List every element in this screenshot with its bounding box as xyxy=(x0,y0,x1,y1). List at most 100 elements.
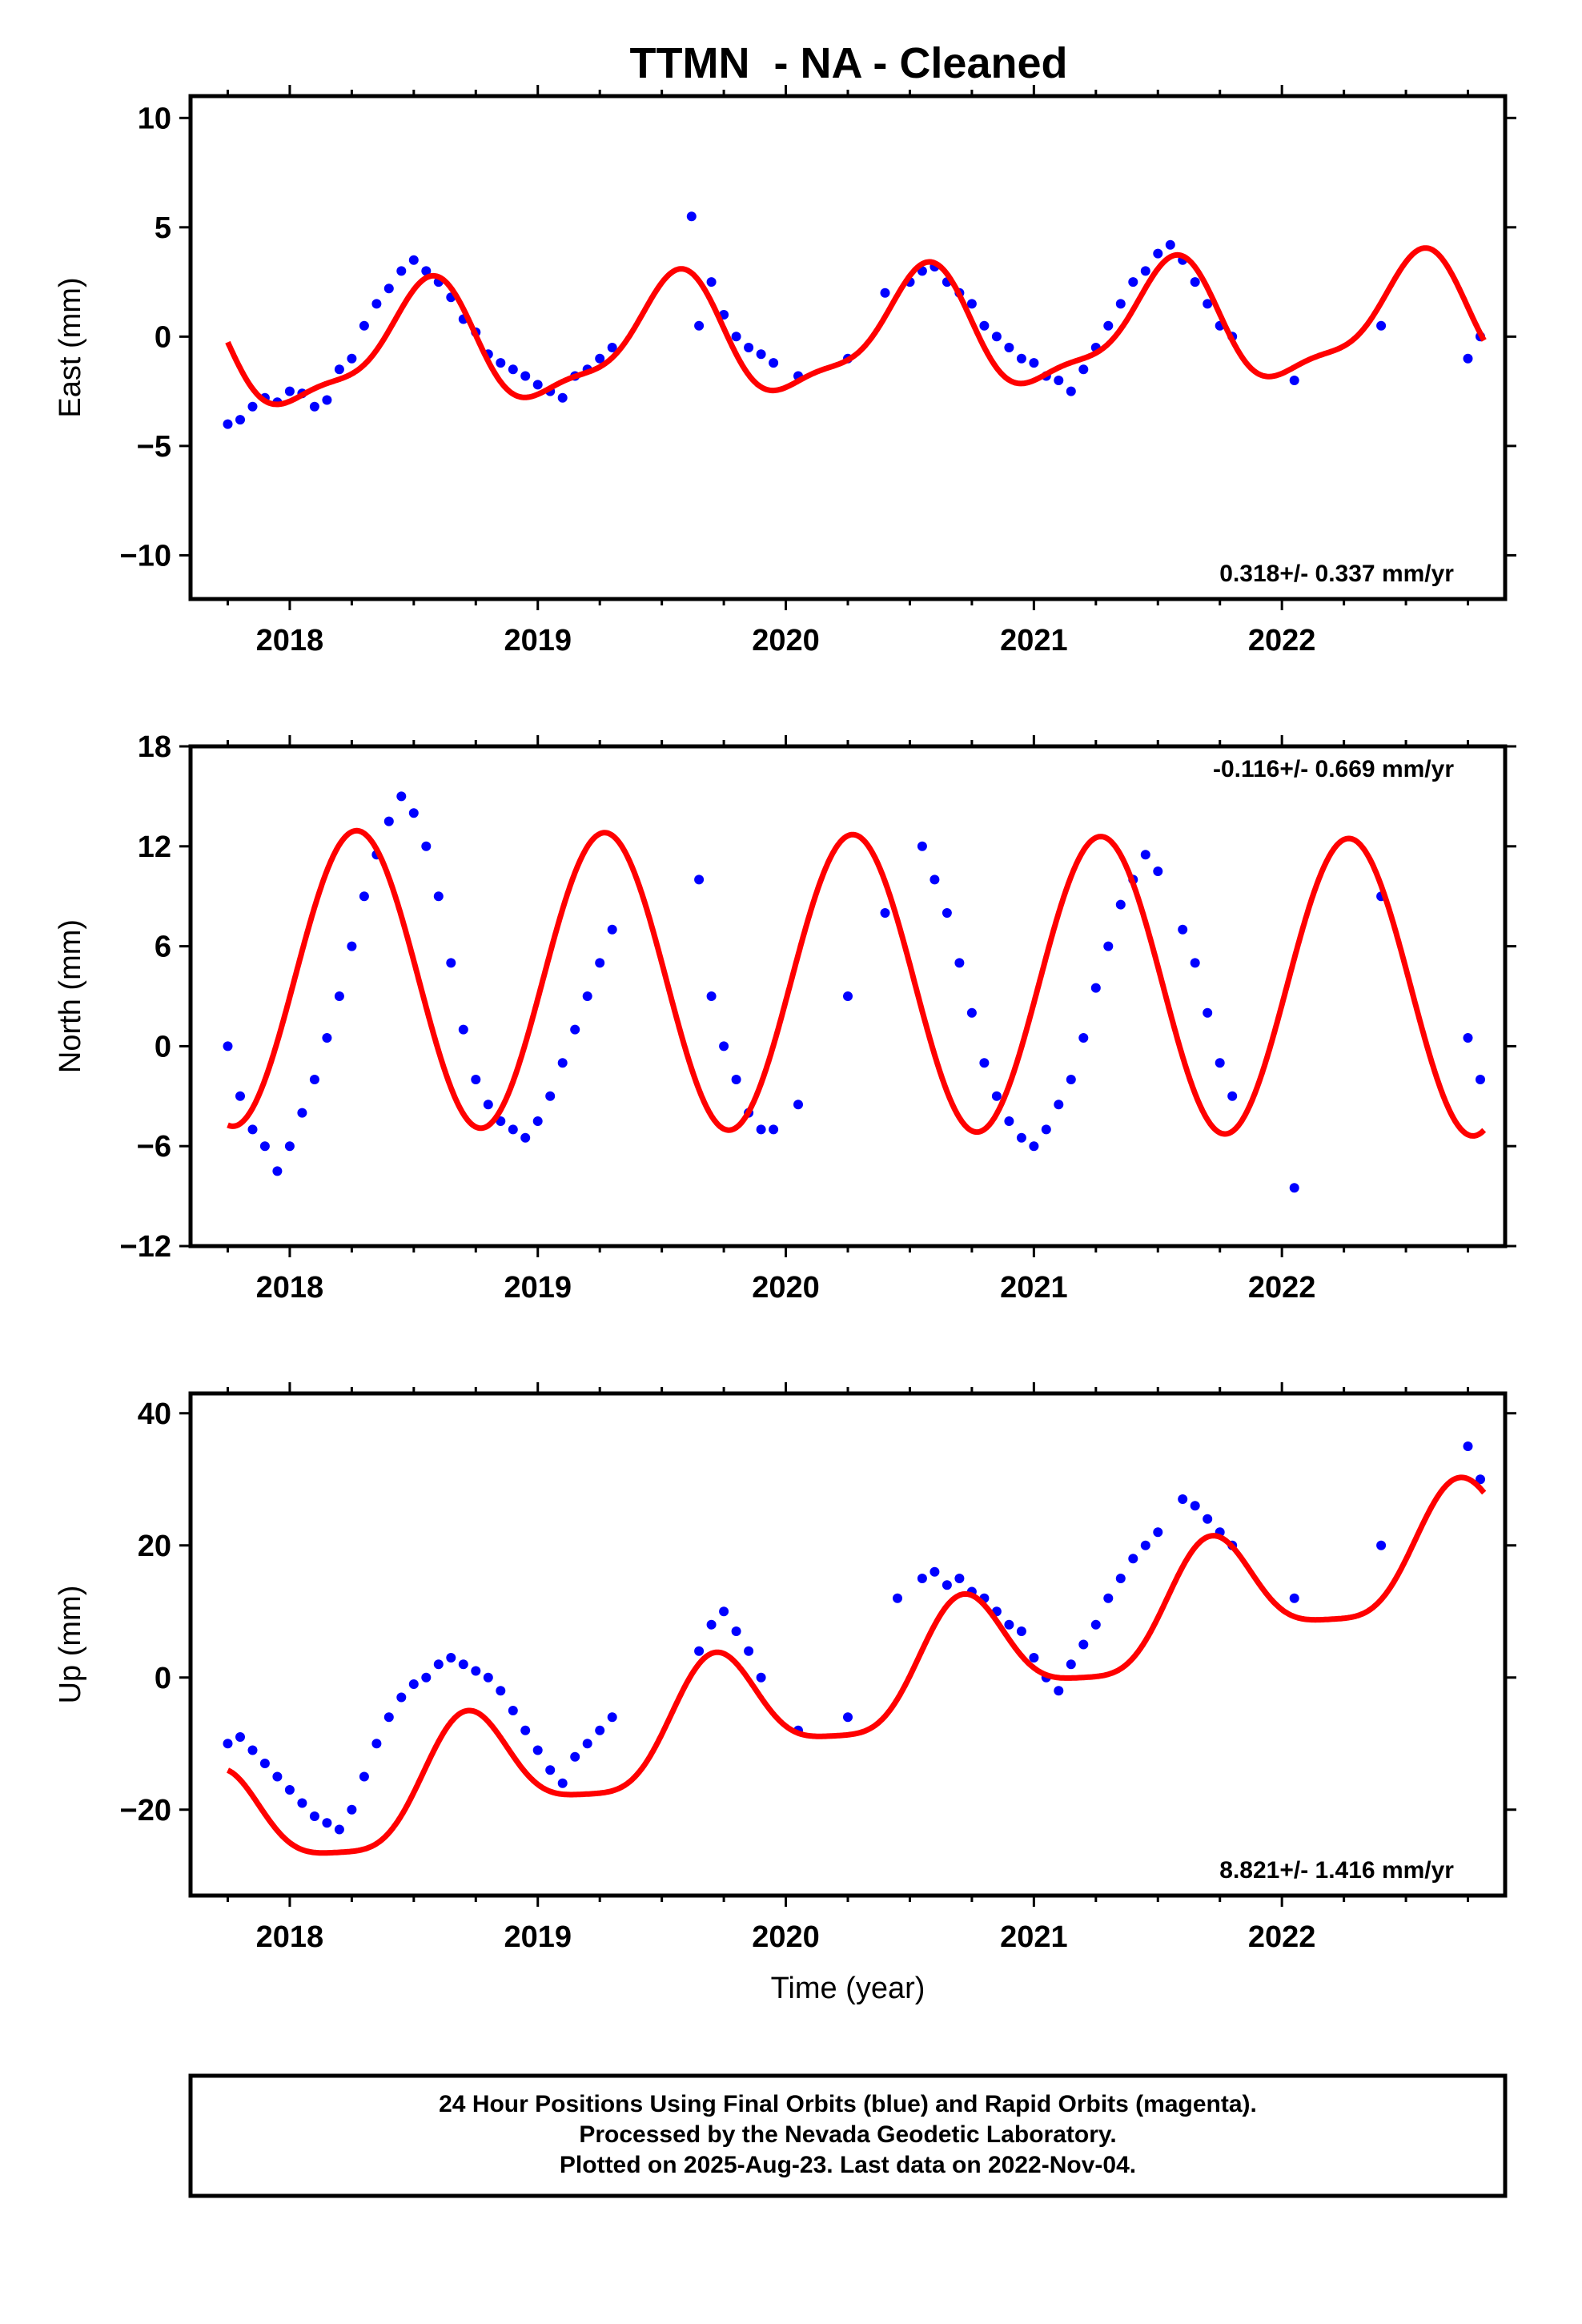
up-panel: 2018 2019 2020 2021 2022 −20 0 20 40 Up (mm) Time … xyxy=(54,1382,1516,2005)
north-data-point xyxy=(694,875,705,885)
east-data-point xyxy=(731,332,741,342)
up-x-axis-label: Time (year) xyxy=(771,1972,926,2005)
east-data-point xyxy=(1463,353,1473,364)
up-data-point xyxy=(1004,1619,1014,1630)
north-data-point xyxy=(520,1132,531,1143)
north-y-axis-label: North (mm) xyxy=(54,919,87,1073)
north-data-point xyxy=(1140,850,1150,860)
east-data-point xyxy=(383,283,394,294)
north-data-point xyxy=(446,958,456,968)
north-data-point xyxy=(1289,1183,1299,1193)
up-data-point xyxy=(756,1672,766,1683)
up-data-point xyxy=(272,1771,283,1782)
up-data-point xyxy=(408,1679,419,1689)
east-data-point xyxy=(520,371,531,381)
north-data-point xyxy=(458,1024,468,1035)
north-data-point xyxy=(930,875,940,885)
north-fit-curve xyxy=(226,827,1487,1139)
north-data-point xyxy=(272,1166,283,1176)
north-data-point xyxy=(1227,1091,1238,1101)
north-data-point xyxy=(942,908,952,918)
north-data-point xyxy=(223,1041,233,1051)
north-x-tick-label: 2021 xyxy=(1000,1271,1068,1305)
footer-frame xyxy=(188,2073,1508,2198)
up-x-tick-label: 2022 xyxy=(1248,1920,1316,1954)
north-data-point xyxy=(1153,866,1163,876)
north-y-tick-label: −6 xyxy=(137,1130,171,1164)
up-data-point xyxy=(371,1739,382,1749)
up-data-point xyxy=(359,1771,369,1782)
up-data-point xyxy=(744,1646,754,1656)
up-data-point xyxy=(731,1626,741,1636)
north-data-point xyxy=(421,841,432,851)
east-data-point xyxy=(322,395,332,405)
east-x-tick-label: 2019 xyxy=(504,624,572,657)
footer-line-3: Plotted on 2025-Aug-23. Last data on 202… xyxy=(560,2152,1136,2178)
up-data-point xyxy=(1054,1686,1064,1696)
east-x-tick-label: 2020 xyxy=(752,624,820,657)
north-data-point xyxy=(1103,941,1114,951)
east-data-point xyxy=(1128,277,1138,287)
north-data-point xyxy=(769,1124,779,1135)
up-data-point xyxy=(532,1745,543,1755)
east-data-point xyxy=(396,266,407,276)
east-y-tick-label: −10 xyxy=(120,539,171,573)
east-data-point xyxy=(309,401,319,412)
north-data-point xyxy=(1215,1058,1225,1068)
up-data-point xyxy=(1103,1593,1114,1603)
figure-title: TTMN - NA - Cleaned xyxy=(630,39,1068,87)
east-data-point xyxy=(991,332,1002,342)
north-data-point xyxy=(1004,1116,1014,1126)
up-data-point xyxy=(942,1580,952,1590)
footer-line-1: 24 Hour Positions Using Final Orbits (bl… xyxy=(439,2091,1257,2117)
up-x-tick-label: 2021 xyxy=(1000,1920,1068,1954)
north-data-point xyxy=(719,1041,729,1051)
north-data-point xyxy=(396,791,407,802)
up-data-point xyxy=(247,1745,258,1755)
north-data-point xyxy=(954,958,965,968)
north-data-point xyxy=(595,958,605,968)
up-data-point xyxy=(595,1725,605,1735)
east-data-point xyxy=(1004,343,1014,352)
north-data-point xyxy=(557,1058,568,1068)
up-data-point xyxy=(1203,1514,1213,1524)
up-y-tick-label: 20 xyxy=(138,1530,171,1563)
up-data-point xyxy=(297,1798,307,1808)
north-data-point xyxy=(1476,1075,1485,1084)
north-data-point xyxy=(347,941,357,951)
east-data-point xyxy=(1153,248,1163,259)
east-data-point xyxy=(979,320,990,331)
up-data-point xyxy=(719,1606,729,1617)
east-data-point xyxy=(1140,266,1150,276)
east-data-point xyxy=(1066,386,1076,396)
up-plot-area xyxy=(223,1441,1487,1856)
north-data-point xyxy=(383,816,394,826)
north-data-point xyxy=(1029,1141,1039,1152)
up-data-point xyxy=(1178,1494,1188,1504)
north-data-point xyxy=(483,1100,493,1110)
east-data-point xyxy=(408,255,419,265)
north-y-tick-label: 6 xyxy=(155,931,171,964)
up-data-point xyxy=(1078,1639,1089,1650)
north-data-point xyxy=(570,1024,580,1035)
footer-box: 24 Hour Positions Using Final Orbits (bl… xyxy=(188,2073,1508,2198)
east-data-point xyxy=(223,419,233,429)
east-data-point xyxy=(1203,299,1213,309)
east-data-point xyxy=(1103,320,1114,331)
up-data-point xyxy=(1476,1474,1485,1485)
up-data-point xyxy=(496,1686,506,1696)
north-data-point xyxy=(1463,1033,1473,1043)
east-data-point xyxy=(1165,239,1175,250)
east-y-axis-label: East (mm) xyxy=(54,277,87,417)
north-y-tick-label: 18 xyxy=(138,730,171,764)
north-data-point xyxy=(471,1075,481,1084)
north-data-point xyxy=(408,808,419,818)
north-data-point xyxy=(991,1091,1002,1101)
up-data-point xyxy=(917,1574,927,1583)
up-data-point xyxy=(396,1692,407,1703)
north-data-point xyxy=(966,1007,977,1018)
east-data-point xyxy=(1376,320,1387,331)
east-data-point xyxy=(694,320,705,331)
east-data-point xyxy=(880,287,890,298)
north-data-point xyxy=(309,1075,319,1084)
